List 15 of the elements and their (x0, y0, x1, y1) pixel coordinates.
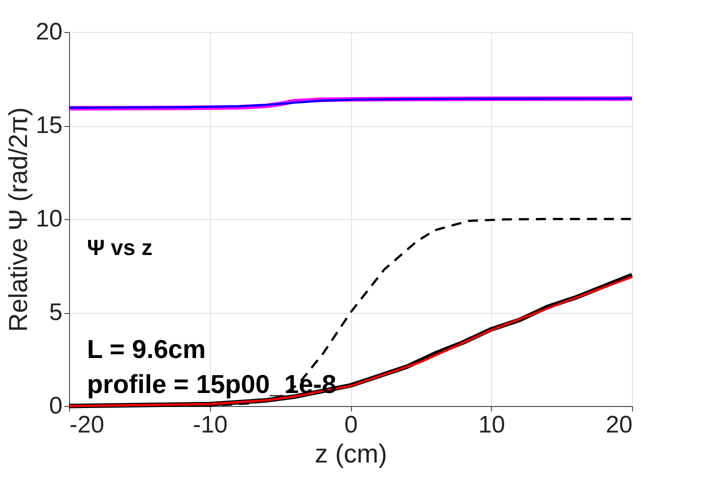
x-tick-label: 20 (606, 412, 632, 438)
annotation: L = 9.6cm (87, 334, 206, 364)
x-tick-label: -10 (192, 412, 228, 438)
x-axis-title: z (cm) (314, 438, 388, 468)
y-tick-label: 5 (49, 299, 62, 326)
annotation: Ψ vs z (87, 235, 152, 260)
x-tick-label: 0 (344, 412, 358, 438)
y-tick-label: 0 (49, 392, 62, 420)
y-axis-title: Relative Ψ (rad/2π) (2, 107, 33, 332)
x-tick-label: 10 (478, 412, 506, 438)
y-tick-label: 20 (36, 18, 62, 46)
y-tick-label: 15 (36, 112, 62, 139)
annotation: profile = 15p00_1e-8 (87, 369, 336, 399)
x-tick-label: -20 (70, 412, 104, 438)
y-tick-label: 10 (36, 206, 62, 232)
